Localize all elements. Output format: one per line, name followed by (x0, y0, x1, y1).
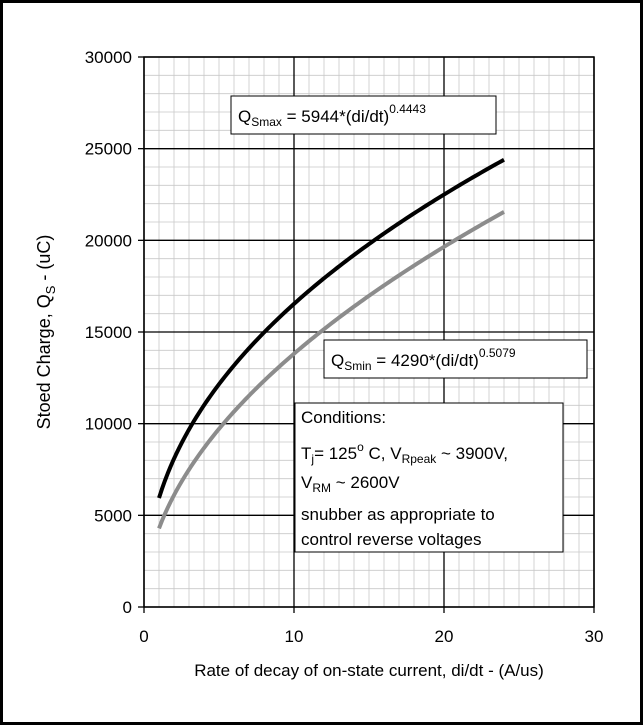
series-qsmin-line (157, 210, 505, 530)
qmax-annotation: QSmax = 5944*(di/dt)0.4443 (230, 95, 497, 135)
conditions-line-vrm: VRM ~ 2600V (301, 473, 400, 495)
y-tick-label: 30000 (85, 48, 132, 67)
y-tick-label: 25000 (85, 140, 132, 159)
axis-ticks (138, 56, 595, 613)
qmin-annotation: QSmin = 4290*(di/dt)0.5079 (323, 339, 588, 379)
x-axis-label: Rate of decay of on-state current, di/dt… (194, 661, 544, 680)
y-axis-label: Stoed Charge, QS - (uC) (34, 235, 58, 430)
y-tick-label: 20000 (85, 231, 132, 250)
y-tick-label: 10000 (85, 415, 132, 434)
y-tick-label: 0 (123, 598, 132, 617)
x-tick-label: 10 (285, 627, 304, 646)
conditions-line-snubber: snubber as appropriate to (301, 505, 495, 524)
y-tick-label: 15000 (85, 323, 132, 342)
series-qsmax-line (157, 158, 505, 499)
series-layer (157, 158, 505, 530)
x-tick-label: 30 (585, 627, 604, 646)
qmin-label: QSmin = 4290*(di/dt)0.5079 (331, 346, 516, 373)
x-tick-label: 20 (435, 627, 454, 646)
x-tick-label: 0 (139, 627, 148, 646)
conditions-box: Conditions: Tj= 125o C, VRpeak ~ 3900V, … (294, 402, 564, 553)
conditions-line-control: control reverse voltages (301, 530, 481, 549)
conditions-line-tj: Tj= 125o C, VRpeak ~ 3900V, (301, 440, 508, 466)
y-tick-label: 5000 (94, 506, 132, 525)
qmax-label: QSmax = 5944*(di/dt)0.4443 (238, 102, 426, 129)
tick-labels: 0 10 20 30 0 5000 10000 15000 20000 25000 30000 (85, 48, 604, 646)
conditions-title: Conditions: (301, 408, 386, 427)
